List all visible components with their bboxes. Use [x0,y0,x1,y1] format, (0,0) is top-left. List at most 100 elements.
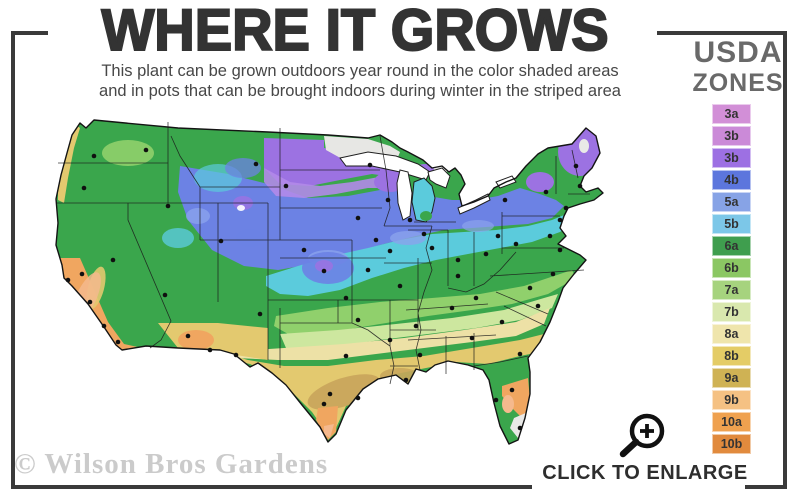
zone-chip-label: 7a [724,283,739,297]
zone-chip: 8b [712,346,751,366]
city-dot [355,395,361,401]
city-dot [473,295,479,301]
city-dot [373,237,379,243]
zone-chip: 6a [712,236,751,256]
zone-chip: 3a [712,104,751,124]
state-borders [56,122,590,385]
city-dot [327,391,333,397]
city-dot [517,351,523,357]
city-dot [407,217,413,223]
city-dot [509,387,515,393]
zone-chip: 8a [712,324,751,344]
zone-chip-list: 3a 3b 3b 4b 5a 5b 6a 6b 7a 7b 8a 8b 9a 9b 10a 10b [712,104,751,456]
city-dot [557,247,563,253]
zone-chip-label: 5a [724,195,739,209]
city-dot [573,163,579,169]
zone-chip-label: 10b [720,437,743,451]
city-dot [499,319,505,325]
zone-chip-label: 3b [724,129,739,143]
city-dot [65,277,71,283]
zone-chip: 7b [712,302,751,322]
city-dot [387,337,393,343]
city-dot [495,233,501,239]
city-dot [550,271,556,277]
city-dot [577,183,583,189]
city-dot [110,257,116,263]
zone-chip-label: 6a [724,239,739,253]
city-dot [535,303,541,309]
zone-chip-label: 7b [724,305,739,319]
city-dot [527,285,533,291]
city-dot [301,247,307,253]
city-dot [101,323,107,329]
legend-title-usda: USDA [693,36,783,69]
zone-chip: 7a [712,280,751,300]
legend-title: USDA ZONES [678,38,798,96]
city-dot [547,233,553,239]
city-dot [557,217,563,223]
zone-chip-label: 8a [724,327,739,341]
city-dot [397,283,403,289]
city-dot [417,352,423,358]
city-dot [563,205,569,211]
zone-chip-label: 10a [721,415,742,429]
zone-chip: 10a [712,412,751,432]
zone-chip: 9b [712,390,751,410]
city-dot [413,323,419,329]
zone-chip-label: 3b [724,151,739,165]
city-dot [283,183,289,189]
frame-border-top-right [657,31,787,35]
city-dots [65,147,583,431]
city-dot [185,333,191,339]
city-dot [91,153,97,159]
city-dot [517,425,523,431]
zone-chip-label: 4b [724,173,739,187]
magnifier-plus-icon [619,413,665,458]
michigan-mitten [411,177,436,223]
city-dot [207,347,213,353]
city-dot [543,189,549,195]
city-dot [165,203,171,209]
click-to-enlarge[interactable]: CLICK TO ENLARGE [538,408,752,488]
frame-border-bottom-left [11,485,532,489]
zone-chip: 5b [712,214,751,234]
us-hardiness-zone-map[interactable] [28,108,628,460]
frame-border-bottom-right [745,485,787,489]
city-dot [365,267,371,273]
us-outline [55,119,604,445]
subtitle-line-2: and in pots that can be brought indoors … [99,82,621,100]
city-dot [429,245,435,251]
city-dot [257,311,263,317]
zone-chip-label: 5b [724,217,739,231]
city-dot [233,352,239,358]
city-dot [321,268,327,274]
city-dot [455,273,461,279]
frame-border-right [783,31,787,489]
zone-chip: 6b [712,258,751,278]
city-dot [483,251,489,257]
legend-title-zones: ZONES [692,69,784,97]
watermark: © Wilson Bros Gardens [14,448,329,480]
city-dot [79,271,85,277]
subtitle-line-1: This plant can be grown outdoors year ro… [101,62,619,80]
city-dot [403,377,409,383]
city-dot [502,197,508,203]
city-dot [343,353,349,359]
city-dot [253,161,259,167]
city-dot [455,257,461,263]
zone-chip-label: 9b [724,393,739,407]
zone-chip-label: 9a [724,371,739,385]
usda-zones-legend: USDA ZONES 3a 3b 3b 4b 5a 5b 6a 6b 7a 7b 8a 8b 9a 9b 1… [678,38,798,454]
city-dot [385,197,391,203]
city-dot [162,292,168,298]
zone-chip-label: 8b [724,349,739,363]
city-dot [449,305,455,311]
city-dot [87,299,93,305]
city-dot [81,185,87,191]
city-dot [367,162,373,168]
page-title: WHERE IT GROWS [100,0,609,64]
city-dot [493,397,499,403]
city-dot [387,248,393,254]
zone-chip: 10b [712,434,751,454]
